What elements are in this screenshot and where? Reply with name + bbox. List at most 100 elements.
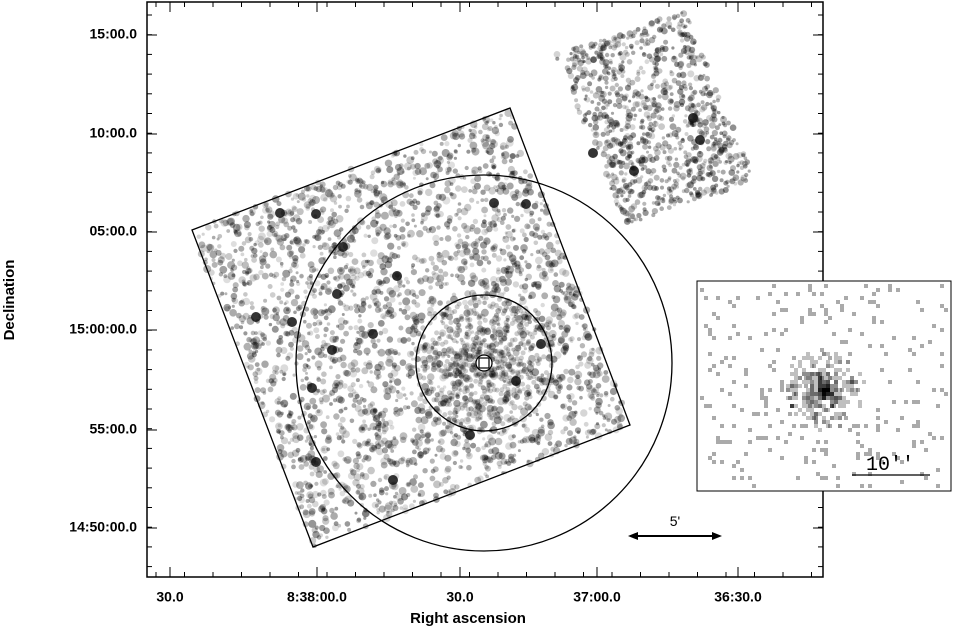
- x-ray-count: [476, 372, 482, 378]
- x-ray-count: [332, 242, 337, 247]
- x-ray-count: [442, 351, 448, 357]
- x-ray-count: [508, 367, 514, 373]
- x-ray-count: [709, 102, 713, 106]
- x-ray-count: [266, 230, 273, 237]
- x-ray-count: [500, 145, 505, 151]
- x-ray-count: [425, 177, 429, 181]
- x-ray-count: [232, 286, 239, 293]
- x-ray-count: [695, 55, 699, 59]
- x-ray-count: [560, 346, 569, 354]
- inset-pixel: [836, 476, 840, 480]
- x-ray-count: [626, 189, 630, 193]
- x-ray-count: [597, 53, 604, 60]
- x-ray-count: [654, 47, 662, 54]
- x-ray-count: [685, 182, 691, 188]
- x-ray-count: [322, 394, 330, 403]
- x-ray-count: [445, 375, 449, 379]
- x-ray-count: [321, 507, 326, 512]
- x-ray-count: [680, 48, 687, 54]
- x-ray-count: [295, 305, 302, 311]
- x-ray-count: [522, 189, 530, 197]
- inset-pixel: [834, 416, 838, 420]
- x-ray-count: [295, 271, 299, 275]
- x-ray-count: [332, 462, 340, 470]
- x-ray-count: [477, 313, 483, 319]
- inset-pixel: [716, 440, 720, 444]
- x-ray-count: [268, 322, 273, 327]
- x-ray-count: [326, 226, 331, 230]
- x-ray-count: [491, 412, 497, 417]
- inset-pixel: [838, 360, 842, 364]
- inset-pixel: [804, 376, 808, 380]
- x-ray-count: [652, 65, 657, 70]
- x-ray-count: [512, 453, 517, 457]
- inset-pixel: [768, 424, 772, 428]
- x-ray-count: [511, 214, 515, 218]
- x-ray-count: [707, 157, 715, 164]
- x-ray-count: [479, 454, 487, 461]
- x-ray-count: [706, 91, 713, 99]
- x-ray-count: [370, 480, 377, 487]
- x-ray-count: [308, 508, 316, 515]
- x-ray-count: [560, 309, 567, 317]
- x-ray-count: [545, 260, 554, 268]
- outer-circle: [295, 174, 673, 552]
- x-ray-count: [342, 369, 349, 376]
- x-ray-count: [519, 228, 525, 234]
- x-ray-count: [458, 372, 465, 379]
- x-ray-count: [409, 329, 418, 338]
- x-ray-count: [560, 403, 568, 410]
- x-ray-count: [638, 125, 643, 130]
- inset-pixel: [818, 388, 822, 392]
- x-ray-count: [604, 163, 609, 169]
- x-ray-count: [278, 430, 285, 436]
- x-ray-count: [376, 257, 385, 266]
- x-ray-count: [507, 375, 513, 381]
- x-ray-count: [614, 36, 622, 44]
- x-ray-count: [359, 474, 365, 480]
- inset-pixel: [830, 404, 834, 408]
- x-ray-count: [258, 232, 266, 241]
- inset-pixel: [806, 400, 810, 404]
- x-ray-count: [491, 405, 498, 412]
- x-ray-count: [445, 397, 452, 404]
- x-ray-count: [668, 189, 672, 193]
- x-ray-count: [368, 268, 375, 274]
- x-ray-count: [503, 374, 509, 380]
- x-ray-count: [595, 86, 603, 93]
- x-ray-count: [249, 211, 255, 217]
- x-ray-count: [262, 391, 267, 395]
- inset-pixel: [822, 388, 826, 392]
- x-ray-count: [486, 434, 494, 441]
- x-ray-count: [320, 210, 325, 215]
- x-ray-count: [449, 396, 455, 402]
- inset-pixel: [862, 380, 866, 384]
- x-ray-count: [412, 204, 418, 210]
- inset-pixel: [826, 384, 830, 388]
- x-ray-count: [540, 395, 547, 402]
- x-ray-count: [417, 395, 424, 402]
- x-ray-count: [217, 256, 225, 264]
- x-ray-count: [511, 458, 517, 464]
- x-ray-count: [268, 220, 276, 229]
- inset-pixel: [804, 460, 808, 464]
- x-ray-count: [526, 391, 532, 397]
- inset-pixel: [810, 372, 814, 376]
- x-ray-count: [696, 175, 703, 182]
- x-ray-count: [331, 382, 339, 390]
- x-ray-count: [675, 126, 682, 133]
- x-ray-count: [320, 309, 326, 315]
- inset-pixel: [818, 404, 822, 408]
- inset-pixel: [822, 388, 826, 392]
- x-ray-count: [287, 441, 291, 445]
- x-ray-count: [393, 364, 401, 372]
- x-ray-count: [490, 333, 498, 341]
- inset-pixel: [834, 388, 838, 392]
- x-ray-count: [464, 384, 470, 390]
- inset-pixel: [856, 456, 860, 460]
- x-ray-count: [567, 376, 574, 384]
- x-ray-count: [215, 249, 222, 256]
- x-ray-count: [429, 386, 434, 392]
- inset-pixel: [838, 356, 842, 360]
- x-ray-count: [509, 153, 516, 159]
